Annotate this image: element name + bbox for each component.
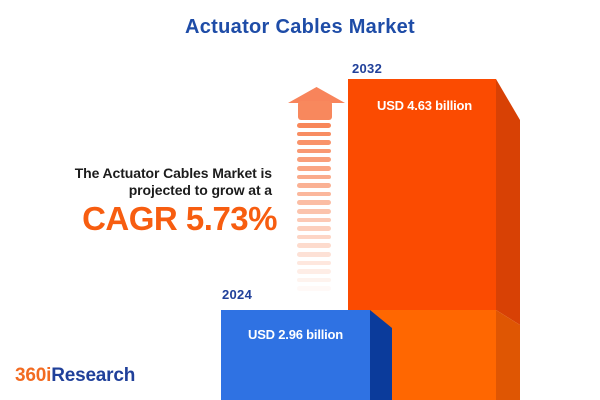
arrow-neck (298, 101, 332, 120)
cagr-value: CAGR 5.73% (82, 200, 277, 237)
chart-title: Actuator Cables Market (185, 16, 415, 38)
description-line2: projected to grow at a (128, 181, 272, 198)
bar-2032-front-upper (348, 79, 496, 310)
year-label-2032: 2032 (352, 61, 383, 76)
bar-2024-side (370, 310, 392, 400)
value-label-2032: USD 4.63 billion (377, 98, 473, 113)
logo-360i: 360i (15, 365, 52, 386)
company-logo: 360iResearch (15, 365, 135, 387)
value-label-2024: USD 2.96 billion (248, 327, 344, 342)
description-line1: The Actuator Cables Market is (74, 165, 272, 181)
bar-2024-front (221, 310, 370, 400)
growth-arrow-shaft (297, 123, 331, 295)
year-label-2024: 2024 (222, 287, 253, 302)
bar-2032-side-lower (496, 310, 520, 400)
description-text: The Actuator Cables Market is projected … (0, 165, 272, 198)
logo-research: Research (51, 365, 136, 386)
bar-2032-side-upper (496, 79, 520, 325)
